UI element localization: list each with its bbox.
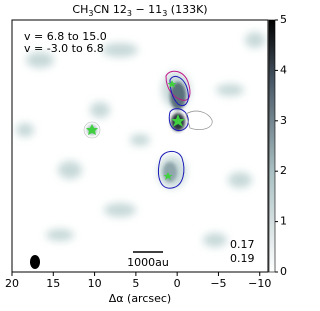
colorbar [268, 19, 276, 273]
colorbar-tick-label: 0 [280, 265, 287, 278]
map [12, 20, 268, 272]
x-tick-label: −5 [210, 277, 226, 290]
plot-frame [11, 19, 269, 273]
chart-title: CH3CN 123 − 113 (133K) [72, 3, 207, 18]
contour-level-label: 0.17 [230, 238, 255, 251]
colorbar-tick-label: 4 [280, 63, 287, 76]
scale-bar-label: 1000au [127, 256, 169, 269]
velocity-range-label: v = -3.0 to 6.8 [24, 42, 104, 55]
x-tick-label: −10 [248, 277, 271, 290]
colorbar-tick-label: 1 [280, 215, 287, 228]
x-axis-label: Δα (arcsec) [109, 292, 171, 305]
colorbar-tick-label: 5 [280, 13, 287, 26]
x-tick-label: 5 [132, 277, 139, 290]
x-tick-label: 10 [88, 277, 102, 290]
x-tick-label: 0 [174, 277, 181, 290]
colorbar-tick-label: 3 [280, 114, 287, 127]
x-tick-label: 20 [5, 277, 19, 290]
velocity-range-label: v = 6.8 to 15.0 [24, 30, 107, 43]
chart: CH3CN 123 − 113 (133K) v = [5, 3, 287, 305]
colorbar-tick-label: 2 [280, 164, 287, 177]
contour-level-label: 0.19 [230, 252, 255, 265]
x-tick-label: 15 [46, 277, 60, 290]
